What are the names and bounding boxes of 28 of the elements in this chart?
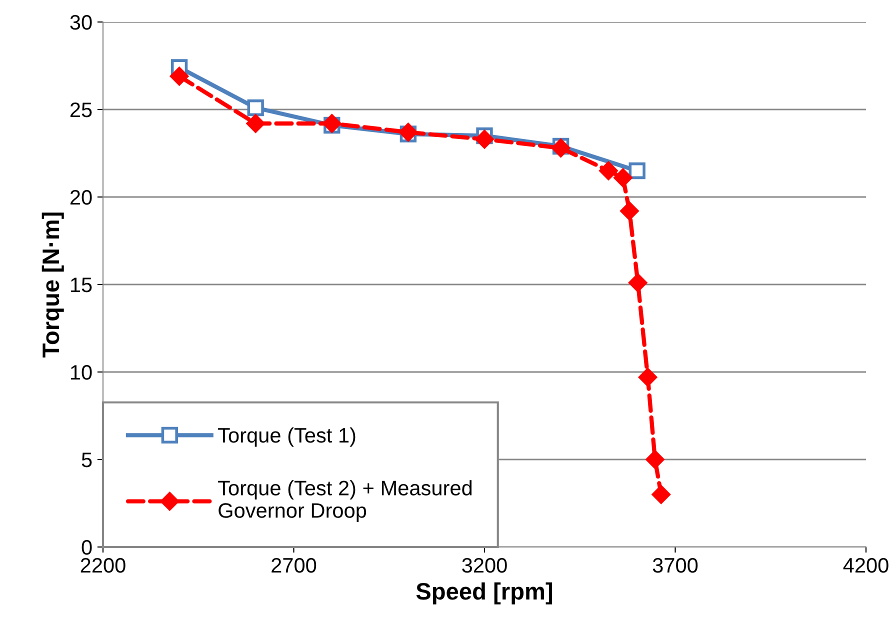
y-tick-label: 5	[82, 452, 92, 468]
y-axis-title: Torque [N·m]	[42, 212, 64, 358]
y-tick-label: 30	[70, 15, 92, 30]
y-tick-label: 20	[70, 190, 92, 205]
point	[620, 202, 639, 220]
point	[170, 67, 189, 86]
y-tick-label: 0	[82, 540, 92, 555]
point	[646, 450, 664, 469]
point	[246, 114, 265, 133]
y-tick-label: 10	[71, 365, 92, 380]
legend-label: Torque (Test 1)	[218, 427, 356, 447]
point	[599, 162, 618, 180]
x-tick-label: 2700	[272, 558, 316, 573]
point	[652, 485, 670, 504]
x-tick-label: 2200	[80, 558, 126, 573]
point	[638, 368, 658, 386]
point	[628, 162, 646, 180]
point	[247, 99, 264, 116]
x-axis-title: Speed [rpm]	[416, 582, 552, 604]
x-tick-label: 3200	[462, 558, 507, 573]
x-tick-label: 3700	[652, 558, 698, 573]
x-tick-label: 4200	[843, 558, 888, 573]
point	[628, 274, 648, 292]
point	[475, 130, 494, 148]
point	[614, 168, 632, 187]
legend-label: Torque (Test 2) + Measured Governor Droop	[218, 480, 472, 522]
y-tick-label: 15	[71, 278, 92, 292]
y-tick-label: 25	[70, 102, 92, 118]
